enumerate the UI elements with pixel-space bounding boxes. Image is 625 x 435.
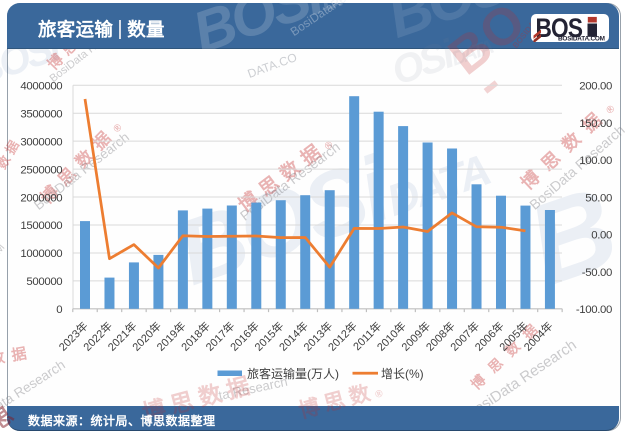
svg-text:0.00: 0.00 bbox=[591, 230, 612, 242]
svg-text:1500000: 1500000 bbox=[20, 220, 62, 232]
svg-text:3500000: 3500000 bbox=[20, 108, 62, 120]
svg-text:-100.00: -100.00 bbox=[576, 304, 612, 316]
svg-text:150.00: 150.00 bbox=[579, 118, 612, 130]
svg-text:200.00: 200.00 bbox=[579, 81, 612, 93]
svg-text:2000000: 2000000 bbox=[20, 192, 62, 204]
svg-text:增长(%): 增长(%) bbox=[381, 367, 424, 381]
svg-text:3000000: 3000000 bbox=[20, 136, 62, 148]
svg-text:50.00: 50.00 bbox=[585, 192, 612, 204]
svg-text:BOS: BOS bbox=[536, 14, 583, 43]
svg-text:-50.00: -50.00 bbox=[582, 267, 612, 279]
svg-text:1000000: 1000000 bbox=[20, 248, 62, 260]
svg-text:0: 0 bbox=[56, 304, 62, 316]
svg-text:4000000: 4000000 bbox=[20, 81, 62, 93]
svg-text:500000: 500000 bbox=[26, 276, 62, 288]
svg-text:BOSIDATA.COM: BOSIDATA.COM bbox=[558, 35, 605, 42]
svg-text:旅客运输量(万人): 旅客运输量(万人) bbox=[247, 366, 339, 381]
svg-text:100.00: 100.00 bbox=[579, 155, 612, 167]
svg-text:2500000: 2500000 bbox=[20, 164, 62, 176]
